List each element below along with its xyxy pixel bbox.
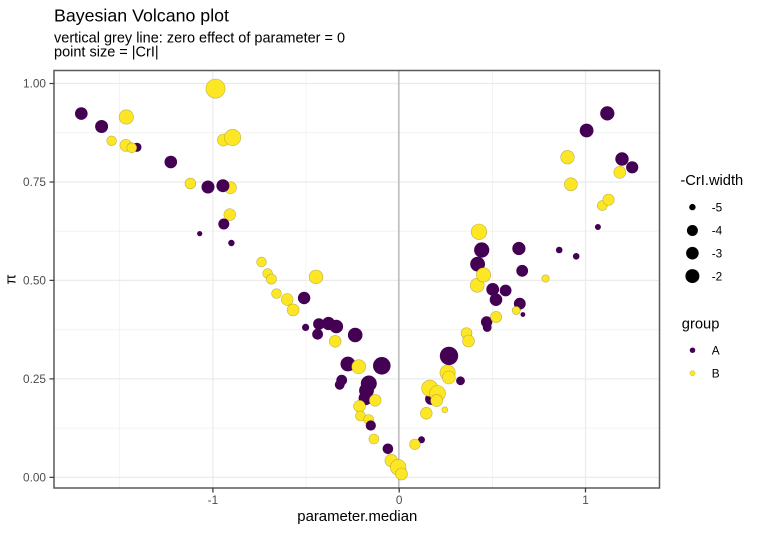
svg-text:-4: -4 bbox=[712, 224, 723, 238]
svg-text:group: group bbox=[682, 317, 720, 333]
svg-text:0.00: 0.00 bbox=[23, 471, 46, 485]
svg-text:Bayesian Volcano plot: Bayesian Volcano plot bbox=[54, 5, 229, 25]
svg-text:0.25: 0.25 bbox=[23, 372, 46, 386]
svg-text:0: 0 bbox=[396, 493, 403, 507]
svg-text:point size = |CrI|: point size = |CrI| bbox=[54, 45, 159, 61]
svg-text:π: π bbox=[4, 274, 20, 284]
svg-text:-5: -5 bbox=[712, 200, 723, 214]
svg-text:parameter.median: parameter.median bbox=[297, 509, 417, 525]
svg-text:vertical grey line: zero effec: vertical grey line: zero effect of param… bbox=[54, 30, 345, 46]
svg-text:1: 1 bbox=[582, 493, 589, 507]
svg-text:-CrI.width: -CrI.width bbox=[680, 173, 743, 189]
svg-text:0.50: 0.50 bbox=[23, 274, 46, 288]
svg-text:-1: -1 bbox=[208, 493, 219, 507]
svg-text:-3: -3 bbox=[712, 246, 723, 260]
svg-text:B: B bbox=[712, 366, 720, 380]
svg-text:0.75: 0.75 bbox=[23, 175, 46, 189]
svg-text:-2: -2 bbox=[712, 269, 723, 283]
svg-text:1.00: 1.00 bbox=[23, 77, 46, 91]
svg-text:A: A bbox=[712, 343, 720, 357]
